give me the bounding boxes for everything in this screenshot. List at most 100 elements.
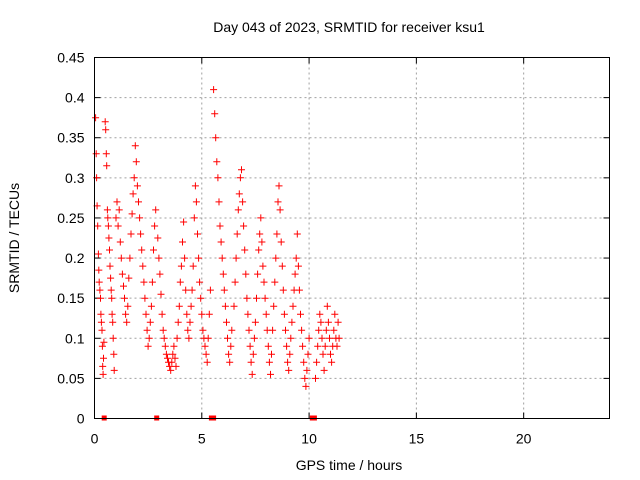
data-point xyxy=(192,198,200,206)
data-point xyxy=(128,210,136,218)
data-point xyxy=(243,294,251,302)
data-point xyxy=(164,354,171,362)
data-point xyxy=(319,350,327,358)
data-point xyxy=(160,334,168,342)
data-point xyxy=(94,250,102,258)
data-point xyxy=(324,318,332,326)
data-point xyxy=(181,254,189,262)
data-point xyxy=(147,302,155,310)
y-tick-label: 0.3 xyxy=(65,170,85,186)
data-point xyxy=(124,302,132,310)
data-point xyxy=(187,302,195,310)
data-point xyxy=(326,334,333,342)
data-point xyxy=(108,294,116,302)
data-point xyxy=(106,246,113,254)
data-point xyxy=(244,310,252,318)
data-point xyxy=(116,238,124,246)
data-point xyxy=(234,206,242,214)
data-point xyxy=(212,134,220,142)
data-point xyxy=(239,198,247,206)
data-point xyxy=(123,318,131,326)
data-point xyxy=(167,366,175,374)
data-point xyxy=(159,326,167,334)
data-point xyxy=(268,350,275,358)
y-tick-label: 0.15 xyxy=(57,290,84,306)
data-point xyxy=(221,302,229,310)
data-point xyxy=(282,326,289,334)
data-point xyxy=(121,294,128,302)
data-point xyxy=(172,362,180,370)
data-point xyxy=(213,158,221,166)
data-point xyxy=(251,318,259,326)
data-point xyxy=(99,370,107,378)
data-point xyxy=(131,142,139,150)
data-point xyxy=(283,342,291,350)
data-point xyxy=(137,230,145,238)
data-point xyxy=(198,310,206,318)
data-point xyxy=(211,110,219,118)
data-point xyxy=(305,334,313,342)
data-point xyxy=(201,342,209,350)
data-point xyxy=(275,182,283,190)
data-point xyxy=(217,238,225,246)
data-point xyxy=(271,278,279,286)
chart-title: Day 043 of 2023, SRMTID for receiver ksu… xyxy=(213,19,485,35)
data-point xyxy=(145,334,153,342)
data-point xyxy=(148,278,156,286)
data-point xyxy=(117,254,125,262)
data-point xyxy=(223,318,230,326)
data-point xyxy=(248,370,256,378)
data-point xyxy=(278,262,286,270)
data-point xyxy=(108,310,116,318)
data-point xyxy=(142,310,150,318)
data-point xyxy=(98,326,106,334)
data-point xyxy=(228,326,236,334)
data-point xyxy=(321,342,329,350)
x-tick-label: 15 xyxy=(409,431,425,447)
y-axis-ticks: 0 0.05 0.1 0.15 0.2 0.25 0.3 0.35 0.4 0.45 xyxy=(57,50,610,427)
data-point xyxy=(320,366,328,374)
data-point xyxy=(138,246,146,254)
data-point xyxy=(206,286,214,294)
data-point xyxy=(118,270,126,278)
data-point xyxy=(139,262,147,270)
data-point xyxy=(331,310,339,318)
data-point xyxy=(292,254,300,262)
data-point xyxy=(298,326,306,334)
data-point xyxy=(215,198,223,206)
data-point xyxy=(97,310,105,318)
y-tick-label: 0.35 xyxy=(57,130,84,146)
data-point xyxy=(100,354,107,362)
data-point xyxy=(238,166,245,174)
data-point xyxy=(115,206,123,214)
data-point xyxy=(235,190,243,198)
data-point xyxy=(294,262,302,270)
data-point xyxy=(96,286,104,294)
y-tick-label: 0.4 xyxy=(65,90,85,106)
data-point xyxy=(270,302,278,310)
data-point xyxy=(224,334,231,342)
data-point xyxy=(101,118,109,126)
data-point xyxy=(109,334,117,342)
data-point xyxy=(100,338,108,346)
data-point xyxy=(188,286,196,294)
data-point xyxy=(249,350,257,358)
data-point xyxy=(92,114,100,122)
data-point xyxy=(227,342,235,350)
data-point xyxy=(97,318,105,326)
data-point xyxy=(327,350,334,358)
data-point xyxy=(323,302,331,310)
data-point xyxy=(169,350,177,358)
data-point xyxy=(232,254,240,262)
data-point xyxy=(255,246,263,254)
data-point xyxy=(300,358,308,366)
data-point xyxy=(105,234,113,242)
data-point xyxy=(141,294,149,302)
data-point xyxy=(284,358,292,366)
data-point xyxy=(273,230,281,238)
data-point xyxy=(286,350,294,358)
data-point xyxy=(166,362,174,370)
x-tick-label: 20 xyxy=(516,431,532,447)
data-point xyxy=(97,294,104,302)
